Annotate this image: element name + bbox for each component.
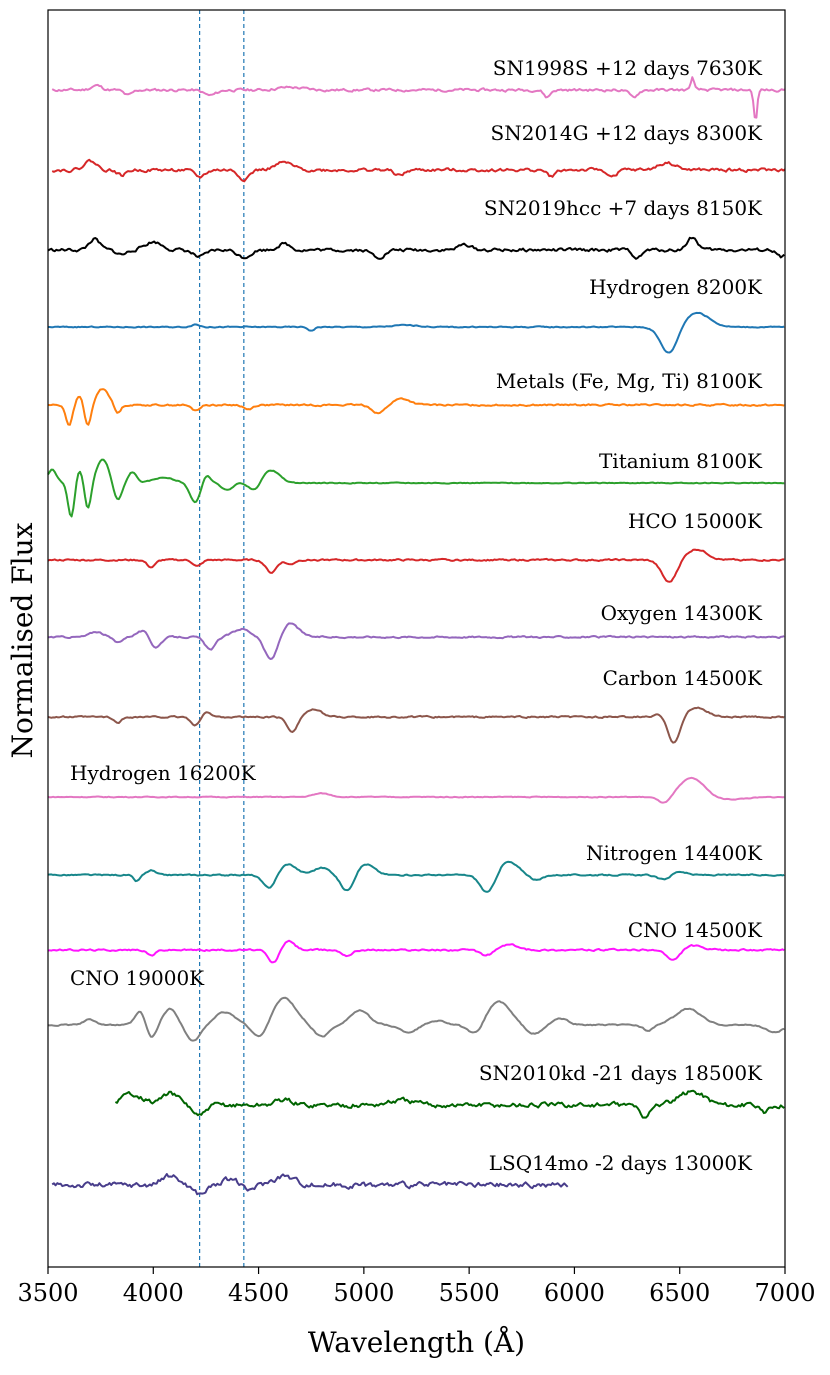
x-axis-title: Wavelength (Å) xyxy=(308,1326,525,1359)
spectrum-line-6 xyxy=(47,458,785,518)
spectrum-line-4 xyxy=(48,311,785,354)
spectrum-line-2 xyxy=(51,158,786,183)
spectrum-label-11: Nitrogen 14400K xyxy=(586,841,763,865)
x-axis-ticks: 3500 4000 4500 5000 5500 6000 6500 7000 xyxy=(17,1267,816,1307)
x-tick-label-4500: 4500 xyxy=(228,1279,289,1307)
spectrum-line-13 xyxy=(47,996,785,1042)
x-tick-label-5000: 5000 xyxy=(333,1279,394,1307)
spectrum-label-8: Oxygen 14300K xyxy=(601,601,763,625)
spectrum-line-9 xyxy=(47,706,785,744)
spectrum-label-6: Titanium 8100K xyxy=(599,449,763,473)
spectrum-label-5: Metals (Fe, Mg, Ti) 8100K xyxy=(496,369,763,393)
spectrum-label-13: CNO 19000K xyxy=(70,966,205,990)
y-axis-title: Normalised Flux xyxy=(6,522,39,758)
x-tick-label-3500: 3500 xyxy=(17,1279,78,1307)
spectrum-label-2: SN2014G +12 days 8300K xyxy=(491,121,764,145)
spectrum-line-3 xyxy=(47,236,785,260)
spectrum-line-12 xyxy=(47,939,785,964)
spectrum-label-15: LSQ14mo -2 days 13000K xyxy=(489,1151,753,1175)
spectra-series xyxy=(47,76,786,1196)
spectrum-line-15 xyxy=(51,1173,569,1196)
spectrum-label-3: SN2019hcc +7 days 8150K xyxy=(484,196,763,220)
spectrum-line-5 xyxy=(47,388,785,426)
spectra-labels: SN1998S +12 days 7630K SN2014G +12 days 8… xyxy=(70,56,763,1175)
x-tick-label-6500: 6500 xyxy=(649,1279,710,1307)
plot-frame xyxy=(47,9,786,1268)
spectrum-line-7 xyxy=(47,548,785,583)
spectrum-line-1 xyxy=(51,76,786,119)
x-tick-label-4000: 4000 xyxy=(123,1279,184,1307)
spectrum-line-14 xyxy=(114,1089,785,1119)
spectrum-label-1: SN1998S +12 days 7630K xyxy=(493,56,763,80)
x-tick-label-7000: 7000 xyxy=(754,1279,815,1307)
spectrum-label-12: CNO 14500K xyxy=(628,918,763,942)
spectrum-label-7: HCO 15000K xyxy=(628,509,763,533)
spectrum-line-11 xyxy=(47,860,785,893)
x-tick-label-5500: 5500 xyxy=(439,1279,500,1307)
spectrum-label-9: Carbon 14500K xyxy=(603,666,763,690)
spectrum-label-10: Hydrogen 16200K xyxy=(70,761,257,785)
x-tick-label-6000: 6000 xyxy=(544,1279,605,1307)
spectrum-label-14: SN2010kd -21 days 18500K xyxy=(479,1061,763,1085)
spectrum-line-10 xyxy=(47,776,785,804)
spectrum-label-4: Hydrogen 8200K xyxy=(589,275,763,299)
spectrum-line-8 xyxy=(47,622,785,660)
